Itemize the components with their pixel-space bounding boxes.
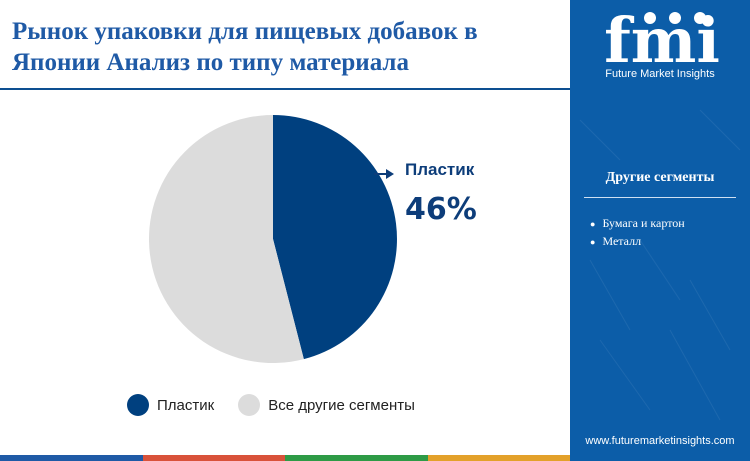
- website-link[interactable]: www.futuremarketinsights.com: [585, 435, 735, 447]
- pie-slice-1: [148, 114, 304, 363]
- callout-arrow: [374, 169, 394, 179]
- bottom-bar-blue: [0, 455, 143, 461]
- globe-icon: [644, 12, 656, 24]
- bottom-bar-orange: [427, 455, 570, 461]
- title-divider: [0, 88, 570, 90]
- other-segments-heading: Другие сегменты: [605, 170, 715, 185]
- page-title: Рынок упаковки для пищевых добавок в Япо…: [12, 18, 478, 76]
- callout-value: 46%: [405, 192, 477, 227]
- bullet-icon: ●: [590, 236, 596, 247]
- sidebar-texture: [579, 109, 741, 421]
- globe-icon-3: [694, 12, 706, 24]
- globe-icon-2: [669, 12, 681, 24]
- bullet-icon: ●: [590, 218, 596, 229]
- segment-label: Металл: [602, 234, 642, 248]
- bottom-color-bar: [0, 455, 570, 461]
- other-segments-divider: [584, 197, 736, 198]
- pie-chart: [148, 114, 397, 363]
- bottom-bar-red: [142, 455, 285, 461]
- legend-item-plastic: Пластик: [127, 394, 214, 416]
- fmi-logo: fmi: [604, 6, 720, 77]
- pie-slices: [148, 114, 397, 363]
- legend-label-plastic: Пластик: [157, 396, 215, 414]
- legend-swatch-plastic: [127, 394, 149, 416]
- chart-legend: Пластик Все другие сегменты: [127, 394, 439, 416]
- pie-slice-0: [273, 115, 397, 360]
- sidebar: fmi Future Market Insights Другие сегмен…: [570, 0, 750, 461]
- list-item: ● Бумага и картон: [590, 216, 685, 231]
- legend-swatch-other: [238, 394, 261, 416]
- logo-caption: Future Market Insights: [605, 68, 715, 80]
- legend-label-other: Все другие сегменты: [268, 396, 415, 414]
- bottom-bar-green: [285, 455, 428, 461]
- legend-item-other: Все другие сегменты: [238, 394, 415, 416]
- other-segments-list: ● Бумага и картон ● Металл: [590, 216, 685, 252]
- list-item: ● Металл: [590, 234, 685, 249]
- callout-label: Пластик: [405, 160, 475, 179]
- segment-label: Бумага и картон: [602, 216, 685, 230]
